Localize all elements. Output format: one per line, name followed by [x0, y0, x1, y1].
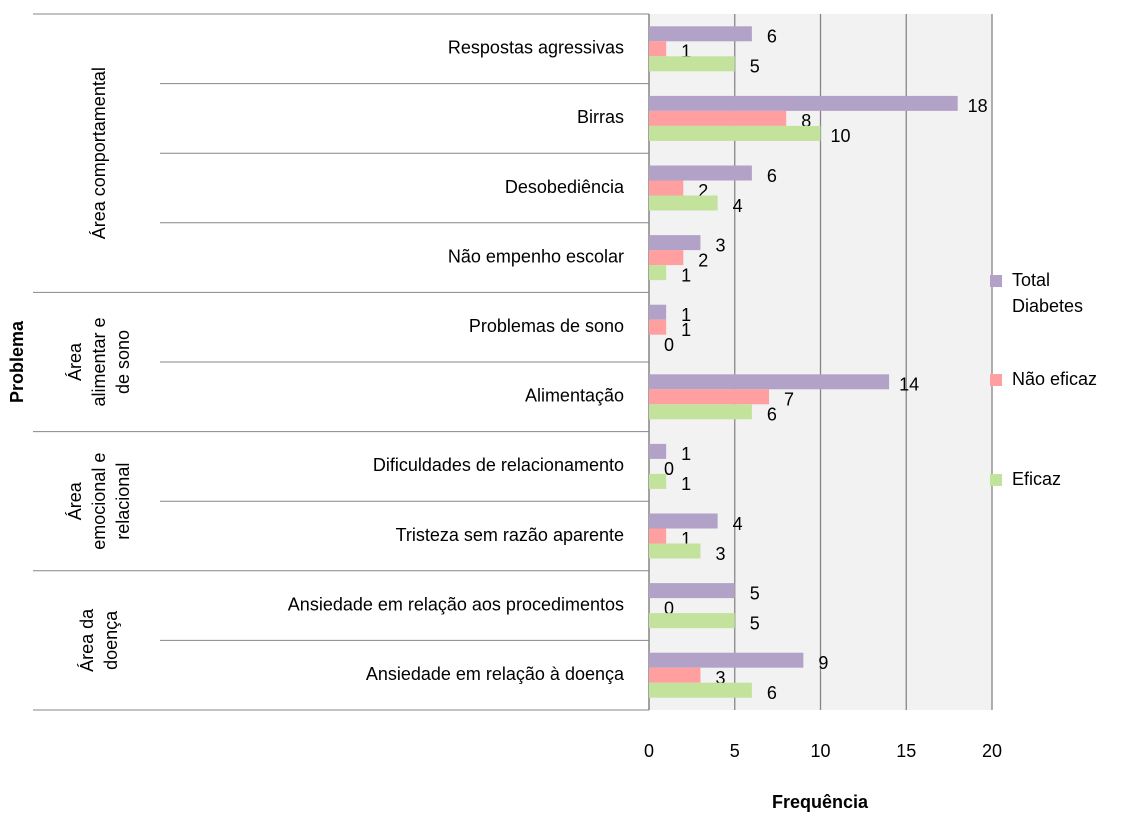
legend-label: Eficaz: [1012, 469, 1062, 489]
bar: [649, 374, 890, 390]
bar: [649, 125, 821, 141]
bar: [649, 667, 701, 683]
group-label: Área comportamental: [89, 67, 109, 239]
bar: [649, 250, 684, 266]
legend-swatch: [990, 275, 1002, 287]
data-label: 6: [767, 166, 777, 186]
bar: [649, 682, 752, 698]
legend-swatch: [990, 374, 1002, 386]
x-tick-label: 5: [730, 741, 740, 761]
bar: [649, 195, 718, 211]
bar: [649, 265, 667, 281]
bar: [649, 404, 752, 420]
data-label: 0: [664, 335, 674, 355]
legend-label: Não eficaz: [1012, 369, 1098, 389]
group-label: Área da doença: [77, 608, 121, 672]
data-label: 0: [664, 598, 674, 618]
data-label: 4: [733, 514, 743, 534]
bar: [649, 180, 684, 196]
y-tick-label: Problemas de sono: [469, 316, 624, 336]
data-label: 4: [733, 196, 743, 216]
y-tick-label: Birras: [577, 107, 624, 127]
bar: [649, 26, 752, 42]
bar: [649, 443, 667, 459]
group-label-line: Área: [65, 481, 85, 520]
data-label: 6: [767, 683, 777, 703]
data-label: 9: [818, 653, 828, 673]
group-label-line: relacional: [113, 463, 133, 540]
x-tick-label: 15: [896, 741, 916, 761]
data-label: 2: [698, 250, 708, 270]
bar: [649, 95, 958, 111]
bar: [649, 528, 667, 544]
data-label: 7: [784, 390, 794, 410]
group-label-line: emocional e: [89, 453, 109, 550]
data-label: 10: [830, 126, 850, 146]
data-label: 6: [767, 27, 777, 47]
data-label: 6: [767, 405, 777, 425]
x-tick-label: 10: [810, 741, 830, 761]
data-label: 1: [681, 265, 691, 285]
data-label: 3: [715, 544, 725, 564]
y-tick-label: Respostas agressivas: [448, 38, 624, 58]
bar: [649, 56, 735, 72]
y-axis-title: Problema: [7, 320, 27, 403]
data-label: 3: [715, 235, 725, 255]
bar: [649, 235, 701, 251]
x-axis-title: Frequência: [772, 792, 869, 812]
bar: [649, 319, 667, 335]
data-label: 5: [750, 57, 760, 77]
y-tick-label: Dificuldades de relacionamento: [373, 455, 624, 475]
data-label: 1: [681, 305, 691, 325]
bar: [649, 304, 667, 320]
bar: [649, 473, 667, 489]
data-label: 5: [750, 613, 760, 633]
bar: [649, 41, 667, 57]
data-label: 1: [681, 444, 691, 464]
group-label-line: Área da: [77, 608, 97, 672]
group-label: Área emocional e relacional: [65, 453, 133, 550]
y-tick-label: Desobediência: [505, 177, 625, 197]
group-label-line: Área: [65, 342, 85, 381]
legend-swatch: [990, 474, 1002, 486]
data-label: 2: [698, 181, 708, 201]
data-label: 1: [681, 529, 691, 549]
x-tick-label: 0: [644, 741, 654, 761]
bar: [649, 165, 752, 181]
y-tick-label: Não empenho escolar: [448, 246, 624, 266]
group-label-line: de sono: [113, 330, 133, 394]
group-label-line: alimentar e: [89, 317, 109, 406]
y-tick-label: Ansiedade em relação à doença: [366, 664, 625, 684]
x-tick-label: 20: [982, 741, 1002, 761]
data-label: 1: [681, 474, 691, 494]
bar: [649, 613, 735, 629]
group-label-line: doença: [101, 610, 121, 670]
bar: [649, 652, 804, 668]
group-label-line: Área comportamental: [89, 67, 109, 239]
data-label: 18: [968, 96, 988, 116]
bar: [649, 110, 787, 126]
y-tick-label: Tristeza sem razão aparente: [396, 525, 624, 545]
group-label: Área alimentar e de sono: [65, 317, 133, 406]
data-label: 1: [681, 320, 691, 340]
data-label: 8: [801, 111, 811, 131]
data-label: 3: [715, 668, 725, 688]
y-tick-label: Ansiedade em relação aos procedimentos: [288, 594, 624, 614]
bar: [649, 513, 718, 529]
bar: [649, 543, 701, 559]
y-tick-label: Alimentação: [525, 386, 624, 406]
legend-label: Total Diabetes: [1012, 270, 1084, 316]
data-label: 0: [664, 459, 674, 479]
data-label: 5: [750, 583, 760, 603]
data-label: 1: [681, 42, 691, 62]
bar: [649, 389, 770, 405]
data-label: 14: [899, 375, 919, 395]
bar: [649, 583, 735, 599]
